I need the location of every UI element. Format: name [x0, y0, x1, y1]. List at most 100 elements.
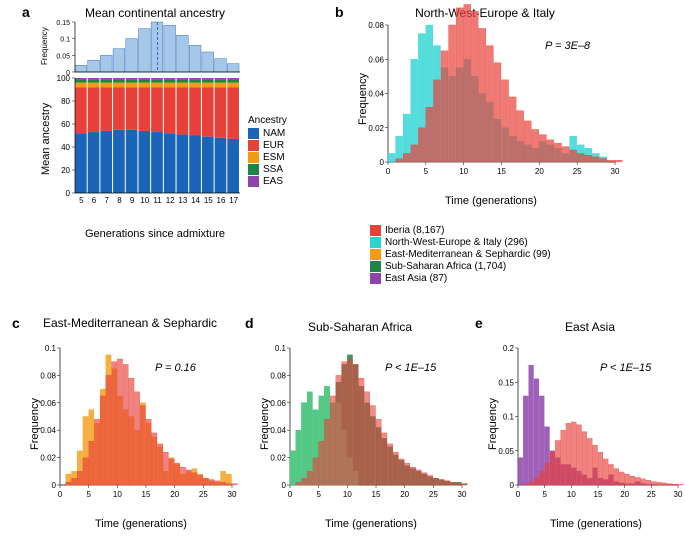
- svg-text:0.1: 0.1: [275, 344, 287, 353]
- svg-text:10: 10: [343, 490, 352, 499]
- svg-text:6: 6: [92, 196, 97, 205]
- legend-swatch: [370, 249, 381, 260]
- svg-text:30: 30: [611, 167, 620, 176]
- svg-text:5: 5: [316, 490, 321, 499]
- panel-d-pvalue: P < 1E–15: [385, 362, 436, 374]
- svg-text:0: 0: [282, 481, 287, 490]
- panel-c-xlabel: Time (generations): [95, 518, 187, 530]
- svg-text:20: 20: [535, 167, 544, 176]
- panel-a-stacked: 567891011121314151617020406080100: [65, 78, 240, 208]
- panel-a-xlabel: Generations since admixture: [85, 228, 225, 240]
- legend-swatch: [370, 273, 381, 284]
- legend-swatch: [248, 164, 259, 175]
- svg-text:0.08: 0.08: [270, 371, 286, 380]
- svg-text:0.02: 0.02: [368, 124, 384, 133]
- legend-label: North-West-Europe & Italy (296): [385, 237, 528, 248]
- panel-a-legend: Ancestry NAMEURESMSSAEAS: [248, 115, 287, 188]
- panel-d-label: d: [245, 315, 254, 331]
- panel-a-freq-hist: 00.050.10.15: [65, 22, 240, 72]
- svg-text:0: 0: [288, 490, 293, 499]
- legend-item: SSA: [248, 164, 287, 175]
- svg-text:0.04: 0.04: [40, 426, 56, 435]
- panel-e-chart: 00.050.10.150.2051015202530: [510, 348, 678, 503]
- svg-text:60: 60: [61, 120, 70, 129]
- panel-c-title: East-Mediterranean & Sephardic: [35, 316, 225, 330]
- panel-d-title: Sub-Saharan Africa: [275, 320, 445, 334]
- svg-text:20: 20: [61, 166, 70, 175]
- legend-swatch: [248, 176, 259, 187]
- svg-text:0: 0: [380, 158, 385, 167]
- svg-text:20: 20: [170, 490, 179, 499]
- panel-b-title: North-West-Europe & Italy: [375, 6, 595, 20]
- panel-d-ylabel: Frequency: [259, 398, 271, 450]
- svg-text:10: 10: [567, 490, 576, 499]
- svg-text:0.1: 0.1: [60, 37, 70, 44]
- legend-item: NAM: [248, 128, 287, 139]
- legend-item: East Asia (87): [370, 273, 551, 284]
- svg-text:0: 0: [386, 167, 391, 176]
- legend-label: Sub-Saharan Africa (1,704): [385, 261, 506, 272]
- svg-text:0.1: 0.1: [45, 344, 57, 353]
- legend-swatch: [248, 140, 259, 151]
- panel-a-bottom-ylabel: Mean ancestry: [40, 103, 52, 175]
- panel-a-label: a: [22, 4, 30, 20]
- svg-text:0: 0: [52, 481, 57, 490]
- svg-text:0.02: 0.02: [40, 454, 56, 463]
- legend-swatch: [370, 261, 381, 272]
- svg-text:0.1: 0.1: [503, 413, 515, 422]
- svg-text:16: 16: [217, 196, 226, 205]
- svg-text:100: 100: [57, 74, 71, 83]
- panel-d-xlabel: Time (generations): [325, 518, 417, 530]
- svg-text:0: 0: [510, 481, 515, 490]
- svg-text:14: 14: [191, 196, 200, 205]
- panel-b-xlabel: Time (generations): [445, 195, 537, 207]
- svg-text:30: 30: [674, 490, 683, 499]
- legend-swatch: [248, 152, 259, 163]
- legend-item: Iberia (8,167): [370, 225, 551, 236]
- panel-c-chart: 00.020.040.060.080.1051015202530: [52, 348, 232, 503]
- svg-text:0.05: 0.05: [498, 447, 514, 456]
- svg-text:0.08: 0.08: [368, 21, 384, 30]
- legend-item: EUR: [248, 140, 287, 151]
- svg-text:30: 30: [458, 490, 467, 499]
- panel-e-pvalue: P < 1E–15: [600, 362, 651, 374]
- panel-e-label: e: [475, 315, 483, 331]
- svg-text:7: 7: [105, 196, 110, 205]
- legend-label: NAM: [263, 128, 285, 139]
- svg-text:0: 0: [58, 490, 63, 499]
- svg-text:0.06: 0.06: [270, 399, 286, 408]
- svg-text:0.08: 0.08: [40, 371, 56, 380]
- panel-e-title: East Asia: [510, 320, 670, 334]
- svg-text:10: 10: [459, 167, 468, 176]
- legend-item: East-Mediterranean & Sephardic (99): [370, 249, 551, 260]
- svg-text:80: 80: [61, 97, 70, 106]
- panel-b-label: b: [335, 4, 344, 20]
- legend-label: EAS: [263, 176, 283, 187]
- svg-text:15: 15: [372, 490, 381, 499]
- panel-e-ylabel: Frequency: [487, 398, 499, 450]
- panel-a-title: Mean continental ancestry: [55, 6, 255, 20]
- legend-swatch: [370, 237, 381, 248]
- legend-label: Iberia (8,167): [385, 225, 444, 236]
- svg-text:5: 5: [542, 490, 547, 499]
- panel-b-pvalue: P = 3E–8: [545, 40, 590, 52]
- legend-item: North-West-Europe & Italy (296): [370, 237, 551, 248]
- svg-text:20: 20: [620, 490, 629, 499]
- legend-title: Ancestry: [248, 115, 287, 126]
- legend-swatch: [370, 225, 381, 236]
- svg-text:25: 25: [647, 490, 656, 499]
- svg-text:30: 30: [228, 490, 237, 499]
- svg-text:0.06: 0.06: [40, 399, 56, 408]
- panel-b-ylabel: Frequency: [357, 73, 369, 125]
- svg-text:15: 15: [142, 490, 151, 499]
- svg-text:25: 25: [573, 167, 582, 176]
- legend-label: East-Mediterranean & Sephardic (99): [385, 249, 551, 260]
- svg-text:0.15: 0.15: [56, 20, 70, 27]
- svg-text:0.02: 0.02: [270, 454, 286, 463]
- panel-a-top-ylabel: Frequency: [40, 27, 49, 65]
- svg-text:9: 9: [130, 196, 135, 205]
- svg-text:5: 5: [79, 196, 84, 205]
- panel-e-xlabel: Time (generations): [550, 518, 642, 530]
- svg-text:5: 5: [424, 167, 429, 176]
- svg-text:10: 10: [113, 490, 122, 499]
